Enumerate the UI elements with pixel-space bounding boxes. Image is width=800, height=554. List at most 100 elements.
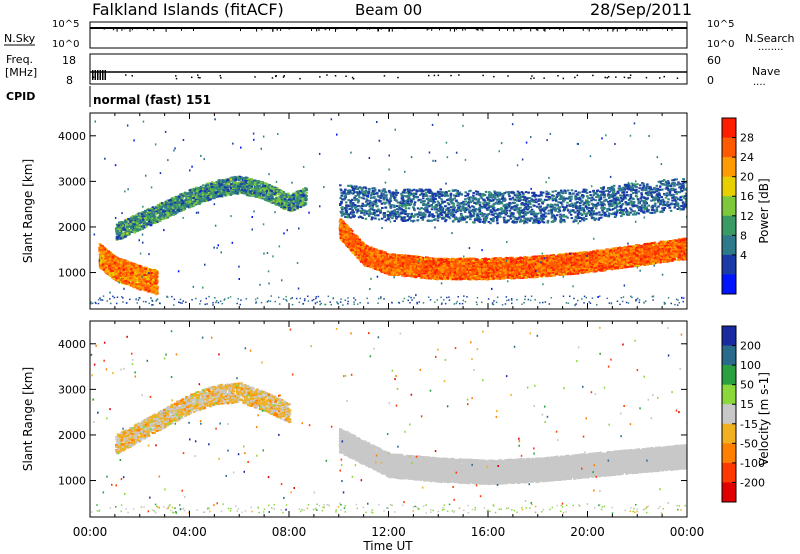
data-cell bbox=[124, 263, 127, 266]
data-cell bbox=[105, 255, 108, 258]
data-cell bbox=[141, 220, 145, 223]
data-cell bbox=[293, 195, 296, 198]
data-cell bbox=[116, 237, 119, 240]
data-cell bbox=[259, 189, 262, 192]
data-cell bbox=[212, 188, 216, 191]
data-cell bbox=[236, 192, 240, 195]
data-cell bbox=[115, 238, 119, 241]
data-cell bbox=[223, 180, 226, 183]
data-cell bbox=[111, 264, 115, 267]
nave-mark bbox=[676, 77, 679, 79]
sky-search-strip bbox=[89, 21, 688, 49]
data-cell bbox=[137, 224, 140, 227]
data-cell bbox=[262, 183, 265, 186]
data-cell bbox=[170, 205, 174, 208]
data-cell bbox=[268, 200, 271, 203]
data-cell bbox=[165, 210, 168, 213]
data-cell bbox=[117, 279, 120, 282]
data-cell bbox=[100, 247, 103, 250]
data-cell bbox=[104, 266, 108, 269]
nave-mark bbox=[197, 76, 200, 79]
data-cell bbox=[137, 220, 140, 223]
nave-mark bbox=[351, 76, 354, 79]
data-cell bbox=[180, 200, 183, 203]
data-cell bbox=[266, 199, 269, 202]
data-cell bbox=[144, 211, 147, 214]
data-cell bbox=[148, 218, 152, 221]
data-cell bbox=[176, 198, 179, 201]
nave-mark bbox=[458, 74, 460, 76]
data-cell bbox=[229, 178, 233, 181]
data-cell bbox=[156, 219, 160, 222]
data-cell bbox=[149, 277, 152, 280]
data-cell bbox=[148, 211, 151, 214]
data-cell bbox=[262, 197, 265, 200]
data-cell bbox=[168, 215, 172, 217]
data-cell bbox=[269, 189, 272, 192]
data-cell bbox=[236, 191, 240, 194]
freq-mark bbox=[99, 70, 101, 80]
data-cell bbox=[126, 233, 130, 236]
data-cell bbox=[250, 185, 253, 188]
data-cell bbox=[226, 181, 230, 184]
data-cell bbox=[153, 270, 157, 273]
data-cell bbox=[205, 190, 208, 193]
data-cell bbox=[271, 196, 274, 199]
data-cell bbox=[104, 257, 107, 260]
data-cell bbox=[207, 196, 210, 199]
data-cell bbox=[154, 221, 157, 224]
data-cell bbox=[230, 187, 233, 190]
data-cell bbox=[127, 273, 130, 276]
data-cell bbox=[215, 188, 219, 190]
data-cell bbox=[129, 276, 133, 279]
data-cell bbox=[273, 198, 277, 200]
data-cell bbox=[251, 192, 254, 195]
data-cell bbox=[121, 234, 125, 237]
data-cell bbox=[197, 187, 200, 190]
nave-mark bbox=[437, 74, 440, 77]
data-cell bbox=[132, 268, 135, 271]
data-cell bbox=[194, 203, 198, 206]
data-cell bbox=[181, 196, 184, 199]
data-cell bbox=[124, 280, 127, 283]
data-cell bbox=[111, 254, 114, 257]
data-cell bbox=[240, 182, 243, 185]
data-cell bbox=[166, 203, 170, 206]
data-cell bbox=[152, 214, 156, 217]
data-cell bbox=[127, 267, 131, 270]
data-cell bbox=[212, 182, 215, 185]
data-cell bbox=[121, 280, 124, 283]
data-cell bbox=[138, 278, 141, 281]
data-cell bbox=[262, 194, 265, 197]
data-cell bbox=[195, 187, 198, 190]
nave-mark bbox=[433, 74, 436, 77]
data-cell bbox=[175, 209, 179, 212]
data-cell bbox=[122, 269, 126, 272]
data-cell bbox=[172, 209, 175, 212]
data-cell bbox=[112, 277, 116, 280]
data-cell bbox=[283, 206, 286, 209]
data-cell bbox=[159, 203, 163, 206]
nave-mark bbox=[397, 76, 399, 79]
data-cell bbox=[250, 181, 253, 184]
nave-mark bbox=[533, 77, 535, 79]
data-cell bbox=[99, 261, 103, 264]
data-cell bbox=[116, 259, 119, 262]
data-cell bbox=[203, 200, 206, 203]
data-cell bbox=[264, 183, 268, 186]
data-cell bbox=[244, 186, 247, 189]
data-cell bbox=[299, 189, 303, 192]
station-title: Falkland Islands (fitACF) bbox=[92, 0, 284, 19]
nave-mark bbox=[125, 74, 127, 76]
data-cell bbox=[170, 213, 173, 216]
data-cell bbox=[218, 181, 221, 184]
data-cell bbox=[255, 193, 259, 196]
data-cell bbox=[109, 269, 113, 272]
data-cell bbox=[202, 195, 206, 198]
freq-label: Freq. bbox=[6, 53, 33, 66]
data-cell bbox=[106, 271, 110, 274]
data-cell bbox=[139, 267, 142, 270]
data-cell bbox=[143, 271, 146, 274]
data-cell bbox=[133, 223, 136, 226]
